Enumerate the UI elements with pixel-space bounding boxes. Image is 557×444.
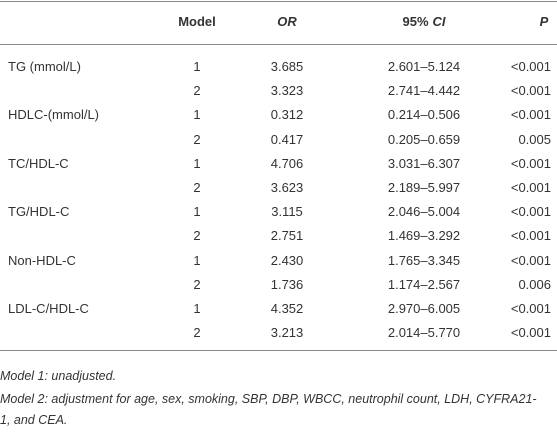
table-cell: <0.001 bbox=[510, 325, 551, 341]
header-rule bbox=[0, 44, 557, 45]
table-cell: 1 bbox=[193, 301, 201, 316]
table-cell: 0.006 bbox=[518, 276, 551, 292]
table-cell: 2.970–6.005 bbox=[387, 301, 461, 316]
table-cell: 4.352 bbox=[270, 301, 304, 316]
table-cell: 3.323 bbox=[270, 83, 304, 99]
header-cell: OR bbox=[277, 14, 297, 29]
table-cell: 4.706 bbox=[270, 155, 304, 171]
table-cell: 1 bbox=[193, 204, 201, 220]
table-cell: 2.046–5.004 bbox=[387, 204, 461, 220]
table-cell: 3.685 bbox=[270, 59, 304, 74]
table-cell: 0.312 bbox=[270, 107, 304, 123]
table-cell: 0.417 bbox=[270, 131, 304, 147]
table-cell: <0.001 bbox=[510, 59, 551, 74]
table-cell: 2.189–5.997 bbox=[387, 180, 461, 195]
table-cell: 2 bbox=[193, 83, 201, 99]
table-cell: 0.214–0.506 bbox=[387, 107, 461, 123]
table-cell: 1 bbox=[193, 252, 201, 268]
table-cell: 0.205–0.659 bbox=[387, 131, 461, 147]
table-cell: 1 bbox=[193, 107, 201, 123]
table-cell: 1.765–3.345 bbox=[387, 252, 461, 268]
table-cell: <0.001 bbox=[510, 155, 551, 171]
row-label: TG (mmol/L) bbox=[8, 59, 81, 74]
table-cell: <0.001 bbox=[510, 83, 551, 99]
table-cell: 2 bbox=[193, 131, 201, 147]
header-cell: Model bbox=[178, 14, 216, 29]
footnote: Model 1: unadjusted. bbox=[0, 369, 117, 383]
table-cell: <0.001 bbox=[510, 204, 551, 220]
header-part: 95% bbox=[402, 14, 429, 29]
table-cell: 2 bbox=[193, 325, 201, 341]
row-label: LDL-C/HDL-C bbox=[8, 301, 89, 316]
table-cell: 3.213 bbox=[270, 325, 304, 341]
table-cell: <0.001 bbox=[510, 252, 551, 268]
table-cell: 1.469–3.292 bbox=[387, 228, 461, 244]
table-cell: 2 bbox=[193, 228, 201, 244]
table-cell: 2.751 bbox=[270, 228, 304, 244]
table-cell: 2.741–4.442 bbox=[387, 83, 461, 99]
table-cell: 2.601–5.124 bbox=[387, 59, 461, 74]
table-cell: 0.005 bbox=[518, 131, 551, 147]
table-cell: 1.736 bbox=[270, 276, 304, 292]
bottom-rule bbox=[0, 350, 557, 351]
top-rule bbox=[0, 1, 557, 2]
table-cell: 2 bbox=[193, 276, 201, 292]
row-label: TC/HDL-C bbox=[8, 155, 69, 171]
table-cell: <0.001 bbox=[510, 107, 551, 123]
table-cell: 1 bbox=[193, 155, 201, 171]
table-cell: 2.430 bbox=[270, 252, 304, 268]
table-cell: 1.174–2.567 bbox=[387, 276, 461, 292]
row-label: Non-HDL-C bbox=[8, 252, 76, 268]
header-cell: P bbox=[539, 14, 549, 29]
header-cell: 95% CI bbox=[402, 14, 445, 30]
row-label: HDLC-(mmol/L) bbox=[8, 107, 99, 123]
table-cell: 3.623 bbox=[270, 180, 304, 195]
table-cell: <0.001 bbox=[510, 301, 551, 316]
row-label: TG/HDL-C bbox=[8, 204, 70, 220]
table-cell: 1 bbox=[193, 59, 201, 74]
table-cell: 2.014–5.770 bbox=[387, 325, 461, 341]
table-cell: <0.001 bbox=[510, 180, 551, 195]
table-cell: 3.031–6.307 bbox=[387, 155, 461, 171]
header-part: CI bbox=[432, 14, 446, 29]
table-cell: 3.115 bbox=[271, 204, 303, 220]
table-cell: <0.001 bbox=[510, 228, 551, 244]
footnote: Model 2: adjustment for age, sex, smokin… bbox=[0, 392, 537, 427]
table-cell: 2 bbox=[193, 180, 201, 195]
